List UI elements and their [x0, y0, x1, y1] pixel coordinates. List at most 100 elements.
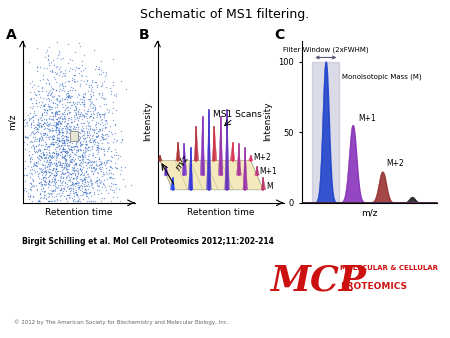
Point: [80, 172, 87, 177]
Point: [66, 105, 73, 111]
Point: [86, 163, 93, 168]
Point: [63, 175, 70, 180]
Point: [70, 198, 77, 204]
Point: [85, 165, 92, 170]
Point: [84, 77, 91, 82]
Point: [27, 193, 34, 198]
Point: [51, 181, 58, 187]
Bar: [312, 62, 339, 203]
Point: [86, 189, 94, 195]
Point: [41, 177, 48, 183]
Point: [93, 130, 100, 135]
Point: [90, 127, 97, 132]
Point: [44, 90, 51, 96]
Point: [55, 127, 63, 132]
Point: [104, 148, 111, 153]
Point: [37, 114, 45, 120]
Point: [45, 143, 52, 148]
Point: [68, 174, 75, 180]
Point: [58, 165, 66, 170]
Point: [49, 198, 56, 204]
Point: [63, 110, 70, 115]
Point: [94, 182, 101, 187]
Point: [71, 183, 78, 189]
Point: [75, 179, 82, 184]
Point: [85, 144, 92, 150]
Point: [42, 54, 49, 59]
Point: [42, 179, 50, 185]
Point: [81, 152, 89, 158]
Point: [78, 127, 85, 133]
Point: [51, 119, 58, 124]
Point: [74, 131, 81, 136]
Point: [40, 182, 48, 187]
Point: [101, 110, 108, 115]
Point: [86, 96, 93, 101]
Point: [29, 114, 36, 119]
Point: [33, 139, 40, 144]
Point: [68, 143, 75, 149]
Point: [58, 163, 65, 168]
Point: [39, 73, 46, 78]
Point: [69, 181, 76, 187]
Point: [68, 171, 75, 176]
Point: [108, 175, 116, 180]
Point: [50, 189, 57, 194]
Point: [52, 120, 59, 125]
Point: [86, 137, 93, 143]
Point: [62, 155, 69, 160]
Point: [52, 155, 59, 161]
Point: [75, 182, 82, 187]
Point: [96, 113, 104, 118]
Point: [82, 139, 90, 144]
Point: [33, 126, 40, 131]
Point: [54, 137, 61, 143]
Point: [76, 106, 83, 112]
Point: [54, 134, 61, 139]
Point: [77, 143, 85, 148]
Point: [38, 86, 45, 91]
Point: [83, 111, 90, 117]
Point: [81, 189, 88, 195]
Point: [45, 156, 52, 161]
Point: [40, 169, 47, 174]
Point: [54, 121, 61, 126]
Point: [80, 135, 87, 141]
Point: [85, 84, 92, 89]
Point: [36, 77, 44, 82]
Point: [72, 126, 79, 131]
Point: [86, 157, 93, 162]
Point: [32, 159, 40, 165]
Point: [27, 139, 34, 144]
Point: [61, 148, 68, 153]
Point: [70, 107, 77, 113]
Point: [98, 161, 105, 166]
Point: [46, 183, 54, 188]
Point: [94, 84, 101, 89]
Point: [64, 94, 71, 99]
Point: [56, 108, 63, 114]
Point: [66, 69, 73, 74]
Point: [81, 141, 89, 146]
Point: [87, 193, 94, 199]
Point: [65, 92, 72, 98]
Point: [46, 87, 53, 92]
Point: [37, 137, 45, 143]
Point: [55, 131, 62, 137]
Point: [75, 147, 82, 152]
Point: [20, 117, 27, 123]
Point: [80, 149, 87, 155]
Point: [72, 106, 80, 112]
Point: [88, 160, 95, 165]
Point: [62, 149, 69, 154]
Point: [63, 136, 71, 141]
Text: M+1: M+1: [260, 167, 277, 176]
Point: [72, 189, 80, 194]
Point: [25, 152, 32, 158]
Point: [26, 160, 33, 165]
Point: [101, 136, 108, 142]
Point: [99, 112, 106, 117]
Point: [22, 172, 29, 177]
Point: [68, 182, 75, 188]
Point: [52, 120, 59, 125]
